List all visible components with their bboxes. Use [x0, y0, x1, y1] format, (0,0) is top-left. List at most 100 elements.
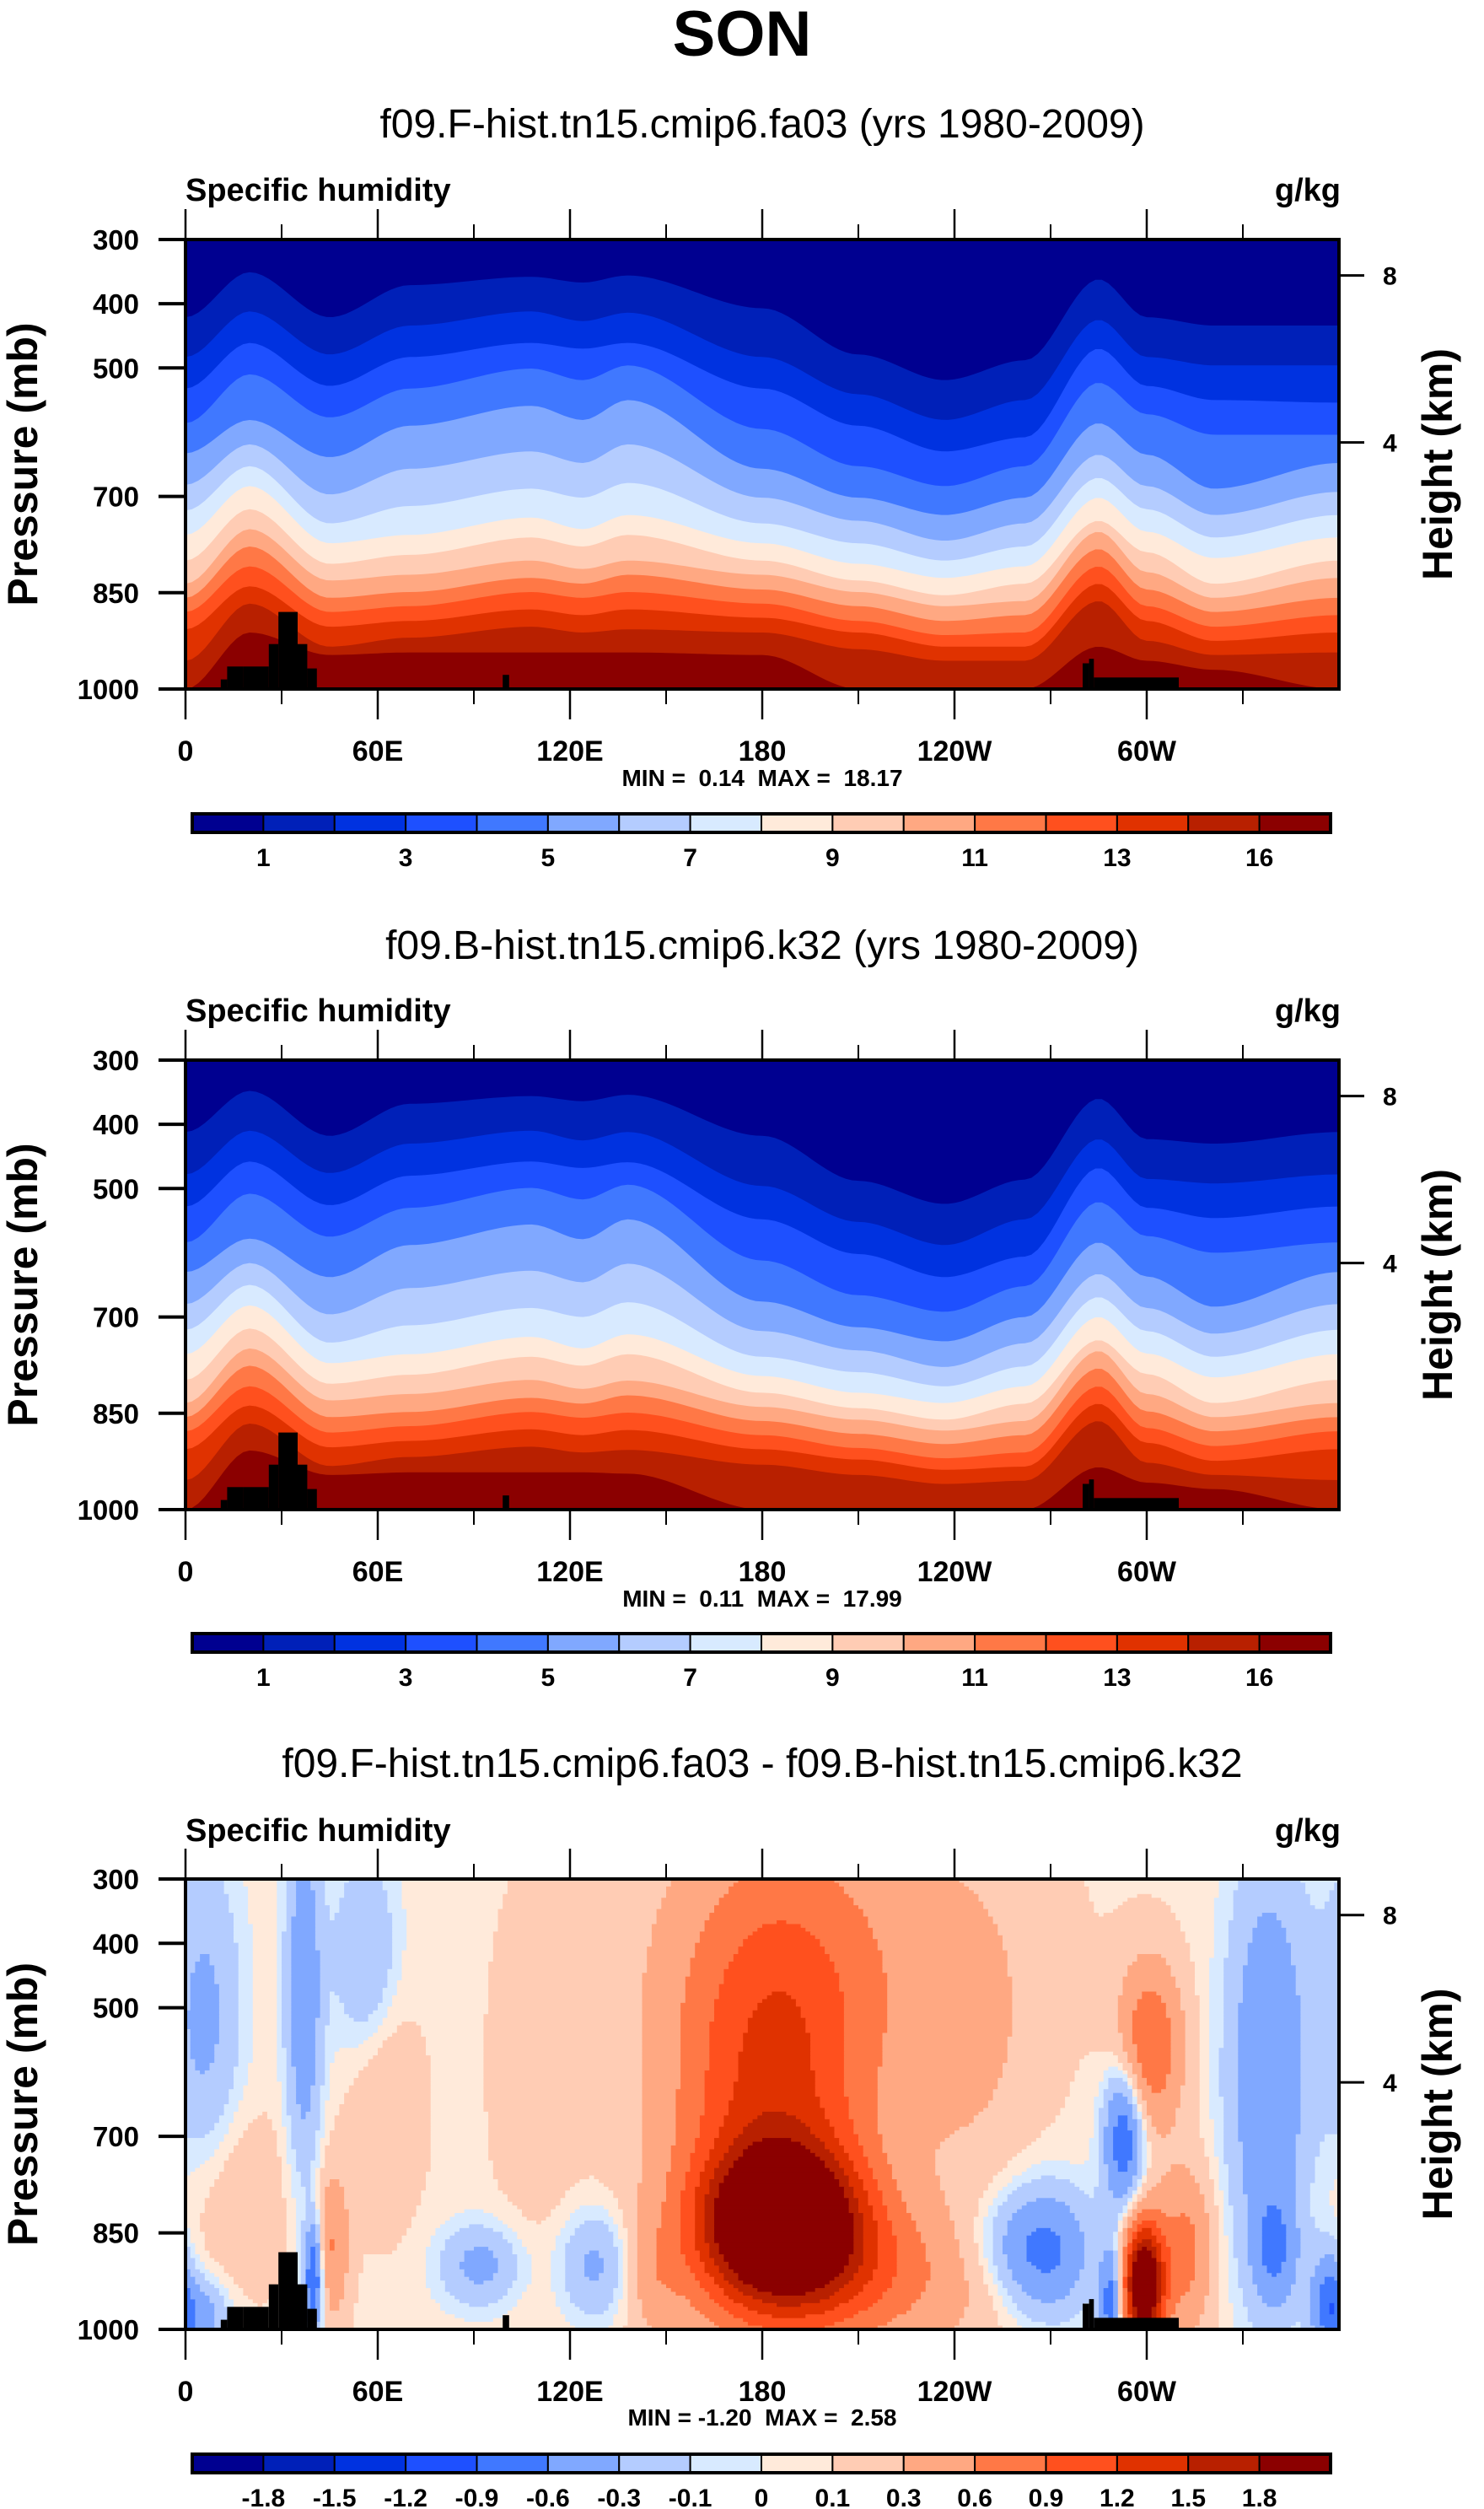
colorbar-box	[618, 2453, 691, 2474]
contour-cell	[277, 2017, 282, 2022]
contour-cell	[1132, 2022, 1172, 2027]
contour-cell	[234, 2074, 249, 2079]
contour-cell	[310, 2194, 316, 2199]
contour-cell	[186, 2201, 206, 2206]
contour-cell	[704, 2205, 715, 2210]
contour-cell	[392, 1935, 407, 1940]
contour-cell	[315, 2235, 321, 2240]
contour-cell	[695, 2194, 706, 2199]
contour-cell	[344, 2291, 359, 2296]
contour-cell	[186, 2126, 215, 2131]
contour-cell	[1218, 2295, 1229, 2300]
contour-cell	[1199, 2033, 1210, 2038]
contour-cell	[675, 2111, 706, 2116]
contour-cell	[392, 1939, 407, 1944]
contour-cell	[690, 2160, 706, 2165]
contour-cell	[843, 2051, 884, 2056]
contour-cell	[651, 1935, 701, 1940]
contour-cell	[944, 2198, 980, 2203]
contour-cell	[1069, 2092, 1100, 2097]
contour-cell	[1286, 1927, 1339, 1932]
contour-cell	[1252, 1927, 1287, 1932]
contour-cell	[1069, 2205, 1124, 2210]
contour-cell	[1132, 2081, 1138, 2086]
contour-cell	[718, 2269, 734, 2274]
contour-cell	[325, 2299, 331, 2304]
contour-cell	[277, 1905, 288, 1910]
contour-cell	[690, 1957, 734, 1963]
contour-cell	[1099, 2152, 1105, 2157]
contour-cell	[1094, 1901, 1124, 1906]
y-tick-label: 850	[93, 578, 139, 609]
contour-cell	[642, 2126, 676, 2131]
contour-cell	[1238, 2074, 1301, 2079]
contour-cell	[729, 1961, 836, 1966]
contour-cell	[1040, 2299, 1057, 2304]
contour-cell	[186, 1931, 234, 1936]
contour-cell	[992, 2092, 1071, 2097]
contour-cell	[1007, 2220, 1080, 2225]
contour-cell	[853, 2242, 864, 2248]
contour-cell	[421, 2194, 508, 2199]
contour-cell	[843, 2194, 854, 2199]
contour-cell	[729, 1965, 836, 1970]
contour-cell	[325, 2258, 350, 2263]
contour-cell	[839, 1980, 888, 1985]
contour-cell	[315, 2224, 321, 2229]
contour-cell	[430, 2100, 484, 2105]
contour-cell	[810, 1931, 874, 1936]
contour-cell	[1315, 2269, 1339, 2274]
contour-cell	[1113, 2235, 1119, 2240]
contour-cell	[190, 1988, 220, 1993]
contour-cell	[1218, 2172, 1229, 2177]
contour-cell	[714, 2258, 724, 2263]
contour-cell	[1137, 2141, 1143, 2146]
contour-cell	[1247, 2198, 1297, 2203]
contour-cell	[1012, 2029, 1119, 2034]
contour-cell	[186, 1973, 191, 1978]
contour-cell	[238, 2010, 254, 2015]
contour-cell	[622, 2288, 628, 2293]
contour-cell	[695, 2247, 710, 2252]
contour-cell	[551, 2269, 566, 2274]
contour-cell	[1195, 2269, 1210, 2274]
contour-cell	[325, 2066, 331, 2071]
contour-cell	[1127, 1973, 1172, 1978]
contour-cell	[709, 2254, 724, 2259]
contour-cell	[1243, 1991, 1297, 1996]
contour-cell	[248, 2123, 273, 2128]
contour-cell	[858, 2209, 874, 2214]
contour-cell	[1113, 2239, 1119, 2244]
contour-cell	[1026, 2247, 1061, 2252]
contour-cell	[1132, 2299, 1157, 2304]
contour-cell	[882, 2036, 1008, 2041]
contour-cell	[426, 2247, 446, 2252]
topography-mask	[298, 1464, 308, 1510]
contour-cell	[1320, 2152, 1339, 2157]
contour-cell	[1021, 2288, 1071, 2293]
contour-cell	[248, 2081, 282, 2086]
contour-cell	[843, 2063, 884, 2068]
contour-cell	[296, 1882, 311, 1887]
contour-cell	[680, 2239, 696, 2244]
contour-cell	[1320, 2307, 1331, 2312]
contour-cell	[277, 2036, 282, 2041]
contour-cell	[1117, 2276, 1124, 2281]
y-tick-label: 700	[93, 482, 139, 513]
colorbar-label: 9	[825, 844, 840, 872]
contour-cell	[1079, 2220, 1119, 2225]
contour-cell	[325, 2254, 350, 2259]
contour-cell	[1300, 2235, 1335, 2240]
contour-cell	[248, 2126, 273, 2131]
contour-cell	[1218, 2310, 1234, 2315]
contour-cell	[430, 2063, 484, 2068]
x-tick-label: 0	[178, 1556, 194, 1588]
contour-cell	[1122, 2043, 1138, 2049]
contour-cell	[1003, 2201, 1028, 2206]
contour-cell	[1074, 2284, 1100, 2289]
contour-cell	[1252, 2265, 1268, 2270]
contour-cell	[656, 2247, 681, 2252]
contour-cell	[296, 2066, 316, 2071]
topography-mask	[298, 2284, 308, 2329]
contour-cell	[1113, 2295, 1119, 2300]
